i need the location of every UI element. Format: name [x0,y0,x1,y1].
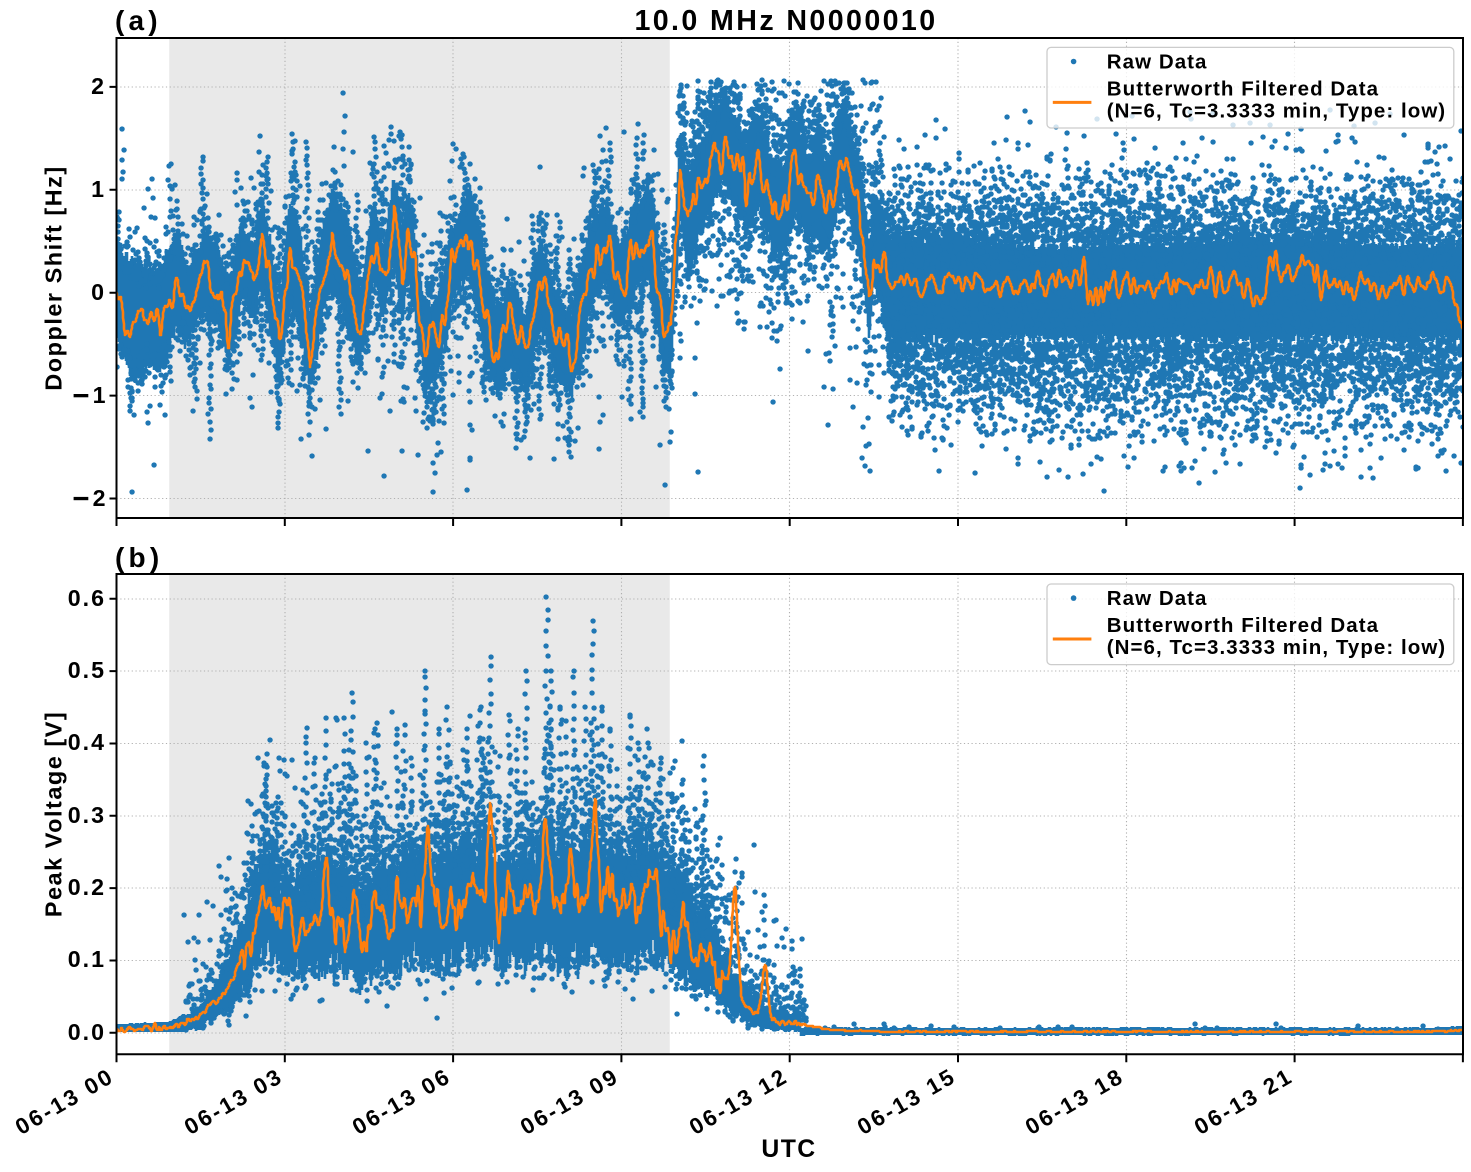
svg-text:2: 2 [91,73,106,99]
svg-text:(N=6, Tc=3.3333 min, Type: low: (N=6, Tc=3.3333 min, Type: low) [1107,100,1446,123]
svg-text:(N=6, Tc=3.3333 min, Type: low: (N=6, Tc=3.3333 min, Type: low) [1107,636,1446,659]
svg-text:Doppler Shift [Hz]: Doppler Shift [Hz] [41,165,67,390]
svg-text:10.0 MHz N0000010: 10.0 MHz N0000010 [634,5,937,37]
svg-text:Butterworth Filtered Data: Butterworth Filtered Data [1107,78,1379,101]
svg-text:0.3: 0.3 [68,802,106,828]
svg-text:1: 1 [93,382,106,408]
svg-text:0.2: 0.2 [68,874,106,900]
svg-text:0.1: 0.1 [68,946,106,972]
svg-text:UTC: UTC [761,1136,816,1163]
svg-text:Peak Voltage [V]: Peak Voltage [V] [41,711,67,917]
svg-text:Raw Data: Raw Data [1107,587,1208,610]
svg-text:1: 1 [91,176,106,202]
svg-text:2: 2 [93,485,106,511]
svg-text:0.4: 0.4 [68,729,106,755]
svg-text:0.6: 0.6 [68,585,106,611]
svg-text:(b): (b) [115,542,163,573]
svg-text:Butterworth Filtered Data: Butterworth Filtered Data [1107,614,1379,637]
svg-text:(a): (a) [115,5,162,36]
svg-text:0: 0 [91,279,106,305]
svg-text:0.5: 0.5 [68,657,106,683]
svg-text:Raw Data: Raw Data [1107,51,1208,74]
svg-text:0.0: 0.0 [68,1019,106,1045]
